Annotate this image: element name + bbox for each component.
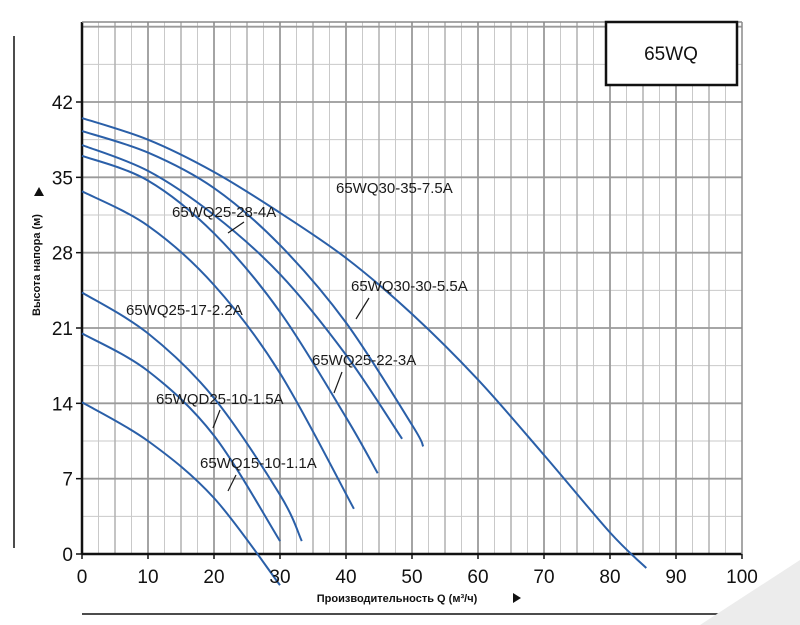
x-tick-label: 10 xyxy=(137,567,158,588)
y-axis-arrow-icon xyxy=(34,187,44,196)
curve-label: 65WQ15-10-1.1A xyxy=(200,455,317,472)
pump-curves xyxy=(81,117,648,586)
y-tick-labels: 0 7 14 21 28 35 42 xyxy=(52,93,82,566)
y-tick-label: 28 xyxy=(52,244,73,265)
pump-curve-line xyxy=(81,144,403,440)
pump-curve-line xyxy=(81,154,379,474)
pump-curve-line xyxy=(81,291,303,542)
y-tick-label: 14 xyxy=(52,394,74,415)
pump-curve-line xyxy=(81,130,425,447)
x-tick-label: 70 xyxy=(533,567,554,588)
x-tick-label: 60 xyxy=(467,567,488,588)
x-tick-label: 100 xyxy=(726,567,758,588)
x-tick-label: 90 xyxy=(665,567,686,588)
y-tick-label: 42 xyxy=(52,93,73,114)
pump-curve-line xyxy=(81,190,355,510)
y-axis-title: Высота напора (м) xyxy=(31,214,43,316)
x-axis-title-group: Производительность Q (м³/ч) xyxy=(82,593,742,615)
corner-watermark-shape xyxy=(700,560,800,625)
pump-curve-line xyxy=(81,117,648,569)
x-tick-label: 80 xyxy=(599,567,620,588)
y-tick-label: 35 xyxy=(52,168,73,189)
curve-label: 65WQ30-30-5.5A xyxy=(351,278,468,295)
x-tick-label: 30 xyxy=(269,567,290,588)
x-axis-title: Производительность Q (м³/ч) xyxy=(317,593,478,605)
label-leader-line xyxy=(212,409,221,429)
label-leader-line xyxy=(355,297,370,320)
title-box: 65WQ xyxy=(604,20,739,87)
y-tick-label: 0 xyxy=(62,545,73,566)
x-tick-labels: 0 10 20 30 40 50 60 70 80 90 100 xyxy=(77,554,758,588)
curve-label: 65WQD25-10-1.5A xyxy=(156,391,284,408)
y-tick-label: 7 xyxy=(62,470,73,491)
major-gridlines xyxy=(82,22,742,554)
curve-label: 65WQ30-35-7.5A xyxy=(336,180,453,197)
chart-title: 65WQ xyxy=(644,44,698,65)
x-tick-label: 50 xyxy=(401,567,422,588)
label-leader-line xyxy=(227,221,245,234)
pump-curve-line xyxy=(81,332,281,542)
curve-labels: 65WQ30-35-7.5A 65WQ25-28-4A 65WQ30-30-5.5A… xyxy=(126,180,468,472)
pump-curve-line xyxy=(81,401,281,586)
label-leader-line xyxy=(227,474,237,492)
label-leader-line xyxy=(333,371,343,394)
y-axis-title-group: Высота напора (м) xyxy=(13,36,44,548)
curve-label: 65WQ25-22-3A xyxy=(312,352,416,369)
curve-label: 65WQ25-17-2.2A xyxy=(126,302,243,319)
x-axis-arrow-icon xyxy=(513,593,521,603)
curve-label: 65WQ25-28-4A xyxy=(172,204,276,221)
x-tick-label: 40 xyxy=(335,567,356,588)
x-tick-label: 20 xyxy=(203,567,224,588)
label-leader-lines xyxy=(212,221,370,492)
x-tick-label: 0 xyxy=(77,567,88,588)
y-tick-label: 21 xyxy=(52,319,73,340)
